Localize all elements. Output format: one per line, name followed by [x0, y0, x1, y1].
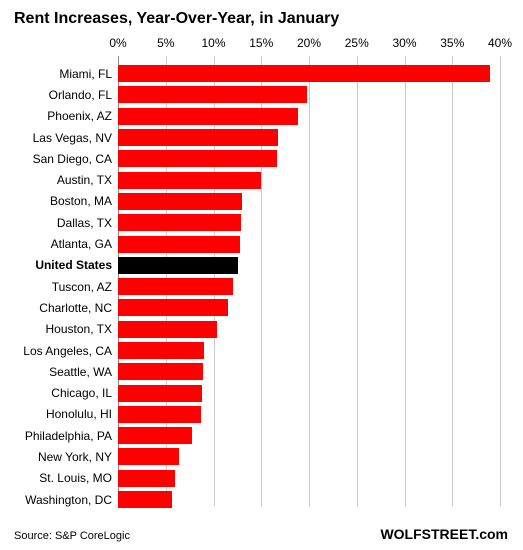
bar-row: Los Angeles, CA — [118, 340, 500, 361]
plot-area: 0%5%10%15%20%25%30%35%40% Miami, FLOrlan… — [118, 36, 500, 506]
bar — [118, 321, 217, 338]
bar — [118, 257, 238, 274]
bar-row: Miami, FL — [118, 63, 500, 84]
bar — [118, 299, 228, 316]
gridline — [500, 56, 501, 506]
bar-label: Las Vegas, NV — [33, 131, 112, 145]
bar-row: San Diego, CA — [118, 148, 500, 169]
bar-row: Phoenix, AZ — [118, 106, 500, 127]
bar-row: Seattle, WA — [118, 361, 500, 382]
bar-row: Philadelphia, PA — [118, 425, 500, 446]
bar-row: St. Louis, MO — [118, 468, 500, 489]
chart-title: Rent Increases, Year-Over-Year, in Janua… — [14, 10, 508, 28]
bars-area: Miami, FLOrlando, FLPhoenix, AZLas Vegas… — [118, 60, 500, 510]
bar-label: Chicago, IL — [51, 386, 112, 400]
bar-row: Austin, TX — [118, 169, 500, 190]
bar — [118, 448, 179, 465]
x-tick-label: 40% — [488, 36, 512, 50]
bar-row: New York, NY — [118, 446, 500, 467]
bar-row: Orlando, FL — [118, 84, 500, 105]
bar — [118, 278, 233, 295]
bar-label: Houston, TX — [46, 322, 112, 336]
bar-label: Los Angeles, CA — [23, 344, 112, 358]
chart-container: Rent Increases, Year-Over-Year, in Janua… — [0, 0, 523, 550]
bar-label: Dallas, TX — [57, 216, 112, 230]
bar-label: Boston, MA — [50, 194, 112, 208]
bar — [118, 193, 242, 210]
bar-label: Philadelphia, PA — [25, 429, 112, 443]
bar-label: Honolulu, HI — [46, 407, 112, 421]
x-tick-label: 30% — [392, 36, 416, 50]
bar — [118, 150, 277, 167]
bar — [118, 86, 307, 103]
bar-row: Atlanta, GA — [118, 233, 500, 254]
bar-row: Charlotte, NC — [118, 297, 500, 318]
bar-label: Washington, DC — [25, 493, 112, 507]
bar-label: Charlotte, NC — [39, 301, 112, 315]
bar-label: New York, NY — [38, 450, 112, 464]
bar-label: Orlando, FL — [49, 88, 112, 102]
bar — [118, 470, 175, 487]
x-tick-label: 10% — [201, 36, 225, 50]
bar-label: Austin, TX — [57, 173, 112, 187]
chart-footer: Source: S&P CoreLogic WOLFSTREET.com — [14, 526, 508, 542]
bar-row: Washington, DC — [118, 489, 500, 510]
bar-label: Phoenix, AZ — [47, 109, 112, 123]
bar-row: Boston, MA — [118, 191, 500, 212]
bar — [118, 342, 204, 359]
bar-label: Atlanta, GA — [51, 237, 112, 251]
bar-row: Chicago, IL — [118, 382, 500, 403]
bar — [118, 406, 201, 423]
x-tick-label: 5% — [157, 36, 174, 50]
bar — [118, 172, 261, 189]
x-tick-label: 25% — [345, 36, 369, 50]
bar-row: Tuscon, AZ — [118, 276, 500, 297]
bar-label: San Diego, CA — [33, 152, 112, 166]
bar-row: Honolulu, HI — [118, 404, 500, 425]
bar — [118, 108, 298, 125]
bar-row: Houston, TX — [118, 319, 500, 340]
bar-label: Miami, FL — [59, 67, 112, 81]
bar — [118, 65, 490, 82]
x-tick-label: 0% — [109, 36, 126, 50]
source-text: Source: S&P CoreLogic — [14, 530, 130, 542]
x-tick-label: 35% — [440, 36, 464, 50]
x-tick-label: 15% — [249, 36, 273, 50]
bar — [118, 491, 172, 508]
bar — [118, 214, 241, 231]
bar — [118, 427, 192, 444]
x-tick-label: 20% — [297, 36, 321, 50]
bar-label: St. Louis, MO — [39, 471, 112, 485]
bar-row: Las Vegas, NV — [118, 127, 500, 148]
bar — [118, 385, 202, 402]
bar — [118, 129, 278, 146]
bar-row: Dallas, TX — [118, 212, 500, 233]
brand-text: WOLFSTREET.com — [380, 526, 508, 542]
bar-label: Seattle, WA — [49, 365, 112, 379]
bar-row: United States — [118, 255, 500, 276]
bar-label: United States — [35, 258, 112, 272]
bar — [118, 363, 203, 380]
bar — [118, 236, 240, 253]
bar-label: Tuscon, AZ — [52, 280, 112, 294]
x-axis-labels: 0%5%10%15%20%25%30%35%40% — [118, 36, 500, 56]
